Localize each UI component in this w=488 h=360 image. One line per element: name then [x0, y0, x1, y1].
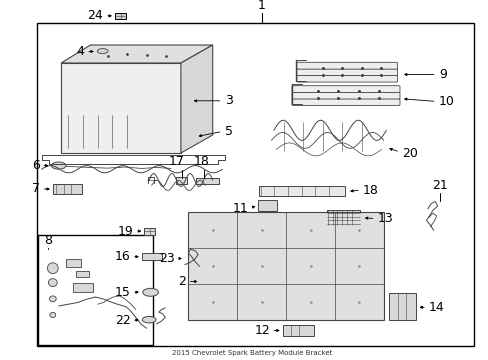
FancyBboxPatch shape [296, 75, 397, 82]
Bar [388, 293, 415, 320]
Ellipse shape [48, 279, 57, 287]
Text: 22: 22 [115, 314, 130, 327]
Text: 4: 4 [76, 45, 84, 58]
Bar [282, 325, 314, 336]
Bar [38, 235, 153, 345]
Text: 17: 17 [169, 156, 184, 168]
Text: 24: 24 [87, 9, 102, 22]
Text: 11: 11 [232, 202, 248, 215]
Text: 14: 14 [428, 301, 444, 314]
Text: 23: 23 [159, 252, 175, 265]
Text: 12: 12 [254, 324, 269, 337]
Text: 13: 13 [377, 212, 392, 225]
Bar [61, 63, 181, 153]
Ellipse shape [142, 288, 158, 296]
Polygon shape [181, 45, 212, 153]
Text: 6: 6 [32, 159, 40, 172]
Text: 18: 18 [193, 156, 209, 168]
Bar [66, 259, 81, 267]
FancyBboxPatch shape [291, 99, 399, 105]
FancyBboxPatch shape [296, 69, 397, 76]
Bar [73, 283, 93, 292]
FancyBboxPatch shape [291, 92, 399, 99]
Ellipse shape [50, 312, 56, 318]
Text: 18: 18 [362, 184, 378, 197]
Text: 9: 9 [438, 68, 446, 81]
FancyBboxPatch shape [144, 228, 155, 235]
Text: 16: 16 [115, 250, 130, 263]
Text: 20: 20 [401, 147, 417, 160]
Polygon shape [61, 45, 212, 63]
Text: 2015 Chevrolet Spark Battery Module Bracket: 2015 Chevrolet Spark Battery Module Brac… [171, 350, 331, 356]
Text: 5: 5 [224, 125, 232, 138]
Text: 19: 19 [117, 225, 133, 238]
Ellipse shape [97, 49, 108, 54]
Bar [188, 212, 383, 320]
Text: 21: 21 [431, 179, 447, 192]
Bar [76, 271, 89, 277]
Ellipse shape [49, 296, 56, 302]
Bar [259, 186, 344, 196]
FancyBboxPatch shape [291, 86, 399, 93]
Text: 15: 15 [115, 286, 130, 299]
Bar [37, 23, 473, 346]
Ellipse shape [142, 316, 156, 323]
Text: 10: 10 [438, 95, 454, 108]
FancyBboxPatch shape [115, 13, 126, 19]
Bar [53, 184, 82, 194]
Ellipse shape [47, 263, 58, 274]
Text: 3: 3 [224, 94, 232, 107]
Bar [258, 200, 276, 211]
Bar [142, 253, 162, 260]
Ellipse shape [51, 162, 66, 169]
Text: 2: 2 [178, 275, 185, 288]
Bar [326, 210, 359, 225]
Text: 1: 1 [257, 0, 265, 12]
Bar [195, 178, 219, 184]
Text: 7: 7 [32, 183, 40, 195]
Text: 8: 8 [44, 234, 52, 247]
Bar [176, 177, 186, 184]
FancyBboxPatch shape [296, 62, 397, 69]
